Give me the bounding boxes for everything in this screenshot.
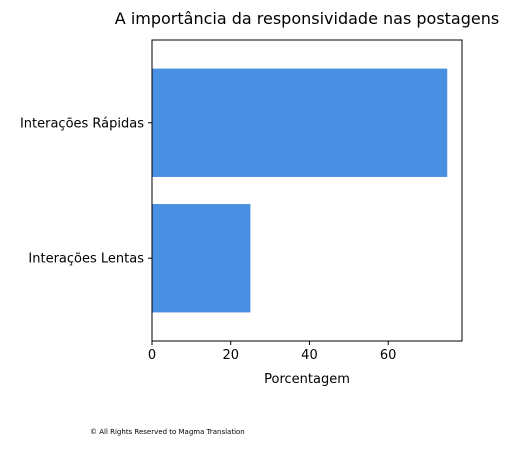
y-tick-label-1: Interações Lentas bbox=[28, 252, 144, 267]
copyright-footer: © All Rights Reserved to Magma Translati… bbox=[90, 428, 245, 436]
y-tick-label-0: Interações Rápidas bbox=[20, 116, 144, 131]
x-axis-label: Porcentagem bbox=[264, 372, 350, 387]
chart-title: A importância da responsividade nas post… bbox=[115, 9, 499, 28]
axes-layer: Interações Rápidas Interações Lentas 0 20 40… bbox=[20, 39, 463, 363]
x-tick-label-3: 60 bbox=[380, 348, 397, 363]
x-tick-label-0: 0 bbox=[148, 348, 156, 363]
bar-1 bbox=[152, 204, 251, 313]
bars-layer bbox=[152, 68, 448, 313]
plot-frame bbox=[151, 39, 463, 342]
bar-0 bbox=[152, 68, 448, 177]
x-tick-label-2: 40 bbox=[301, 348, 318, 363]
x-tick-label-1: 20 bbox=[222, 348, 239, 363]
